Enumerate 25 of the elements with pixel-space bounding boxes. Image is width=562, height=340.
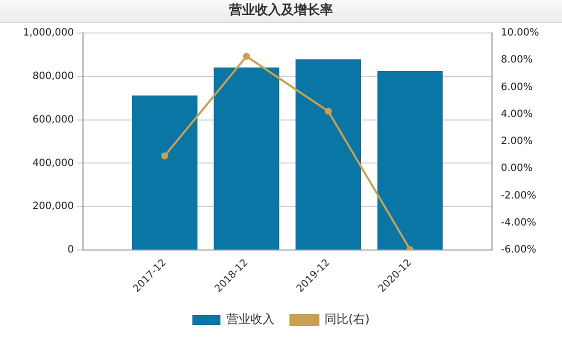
- point: [161, 152, 168, 160]
- y2-tick-label: 0.00%: [500, 163, 533, 174]
- y-tick-label: 200,000: [32, 201, 74, 212]
- y2-tick-label: 2.00%: [500, 136, 533, 148]
- y2-tick-label: 6.00%: [500, 82, 533, 93]
- y2-tick-label: 8.00%: [500, 54, 533, 66]
- y2-tick-label: 4.00%: [500, 108, 533, 120]
- y-tick-label: 800,000: [32, 70, 74, 82]
- y-tick-label: 1,000,000: [22, 28, 74, 39]
- point: [324, 108, 332, 115]
- y-tick-label: 400,000: [32, 158, 74, 169]
- bar: [377, 70, 443, 250]
- y2-tick-label: 10.00%: [500, 28, 540, 39]
- y2-tick-label: -6.00%: [500, 244, 536, 256]
- bar: [132, 95, 198, 250]
- y2-tick-label: -4.00%: [500, 217, 536, 228]
- legend-label: 同比(右): [324, 312, 370, 326]
- legend-label: 营业收入: [226, 312, 274, 326]
- y-tick-label: 0: [68, 244, 74, 256]
- chart-title: 营业收入及增长率: [0, 0, 562, 23]
- point: [242, 52, 250, 60]
- bar: [214, 68, 280, 250]
- bar: [296, 59, 361, 250]
- y-tick-label: 600,000: [32, 114, 74, 126]
- y2-tick-label: -2.00%: [500, 190, 536, 202]
